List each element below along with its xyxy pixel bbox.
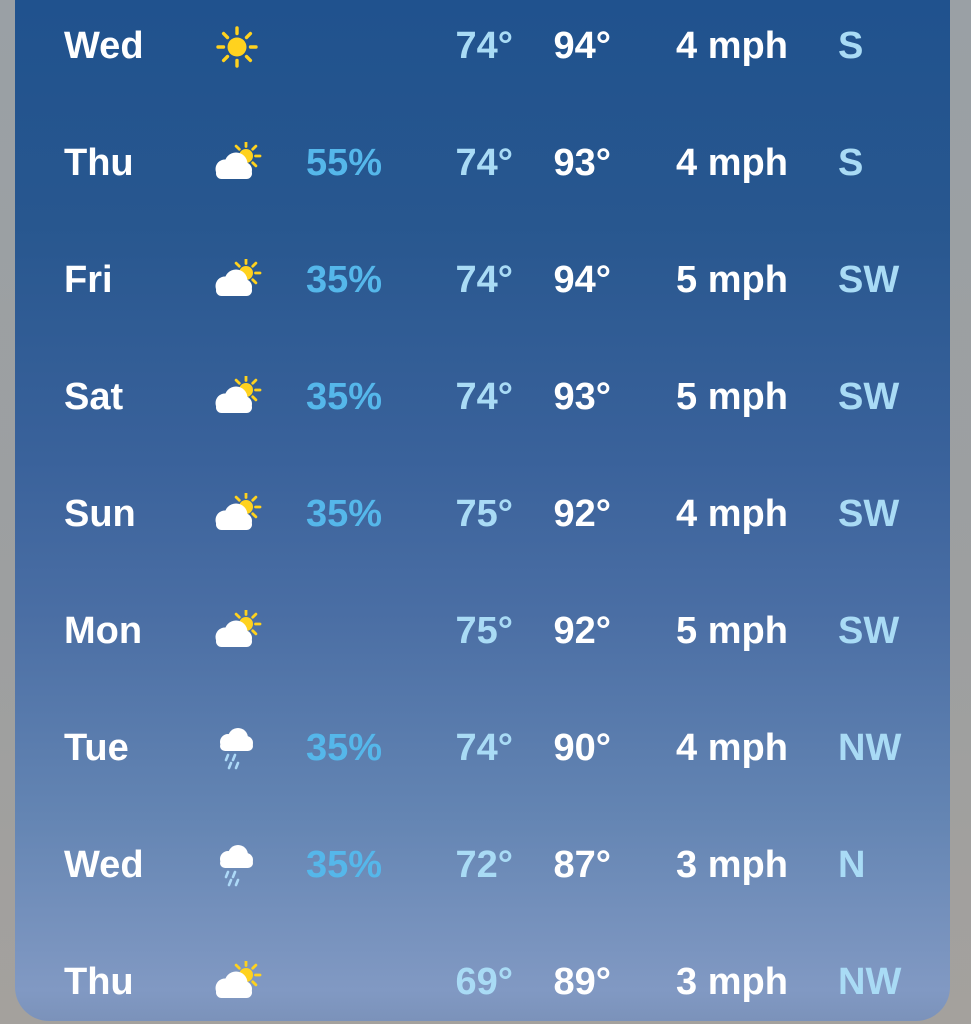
low-temp: 74° <box>455 727 513 769</box>
day-label: Sun <box>64 493 136 535</box>
day-label: Fri <box>64 259 113 301</box>
high-temp: 90° <box>553 727 611 769</box>
cloud-sun-icon <box>209 256 265 306</box>
day-label: Sat <box>64 376 124 418</box>
low-temp: 72° <box>455 844 513 886</box>
high-temp: 93° <box>553 376 611 418</box>
wind-direction: NW <box>838 961 902 1003</box>
cloud-sun-icon <box>209 139 265 189</box>
wind-direction: NW <box>838 727 902 769</box>
condition-icon-cell <box>192 373 282 423</box>
low-temp: 74° <box>455 376 513 418</box>
cloud-sun-icon <box>209 958 265 1008</box>
condition-icon-cell <box>192 958 282 1008</box>
forecast-row[interactable]: Fri 35% 74° 94° 5 mph SW <box>15 222 950 339</box>
precip-chance: 35% <box>305 259 382 301</box>
precip-chance: 35% <box>305 727 382 769</box>
condition-icon-cell <box>192 256 282 306</box>
cloud-sun-icon <box>209 607 265 657</box>
day-label: Wed <box>64 25 144 67</box>
forecast-row[interactable]: Tue 35% 74° 90° 4 mph NW <box>15 690 950 807</box>
condition-icon-cell <box>192 139 282 189</box>
wind-speed: 5 mph <box>676 376 788 418</box>
wind-speed: 4 mph <box>676 142 788 184</box>
forecast-row[interactable]: Thu 55% 74° 93° 4 mph S <box>15 105 950 222</box>
condition-icon-cell <box>192 22 282 72</box>
forecast-row[interactable]: Sun 35% 75° 92° 4 mph SW <box>15 456 950 573</box>
forecast-row[interactable]: Mon 75° 92° 5 mph SW <box>15 573 950 690</box>
condition-icon-cell <box>192 490 282 540</box>
high-temp: 94° <box>553 259 611 301</box>
high-temp: 89° <box>553 961 611 1003</box>
forecast-table: Wed 74° 94° 4 mph S Thu 55% 74° 93° 4 mp… <box>15 0 950 1021</box>
wind-direction: SW <box>838 610 900 652</box>
precip-chance: 55% <box>305 142 382 184</box>
day-label: Tue <box>64 727 129 769</box>
cloud-sun-icon <box>209 373 265 423</box>
forecast-row[interactable]: Wed 74° 94° 4 mph S <box>15 0 950 105</box>
low-temp: 75° <box>455 493 513 535</box>
low-temp: 74° <box>455 259 513 301</box>
precip-chance: 35% <box>305 844 382 886</box>
high-temp: 92° <box>553 610 611 652</box>
forecast-row[interactable]: Sat 35% 74° 93° 5 mph SW <box>15 339 950 456</box>
high-temp: 92° <box>553 493 611 535</box>
wind-speed: 5 mph <box>676 259 788 301</box>
forecast-row[interactable]: Wed 35% 72° 87° 3 mph N <box>15 807 950 924</box>
wind-speed: 4 mph <box>676 25 788 67</box>
day-label: Wed <box>64 844 144 886</box>
high-temp: 94° <box>553 25 611 67</box>
wind-speed: 3 mph <box>676 961 788 1003</box>
wind-direction: N <box>838 844 866 886</box>
sun-icon <box>209 22 265 72</box>
day-label: Thu <box>64 961 134 1003</box>
day-label: Thu <box>64 142 134 184</box>
condition-icon-cell <box>192 724 282 774</box>
forecast-row[interactable]: Thu 69° 89° 3 mph NW <box>15 924 950 1021</box>
low-temp: 74° <box>455 25 513 67</box>
high-temp: 93° <box>553 142 611 184</box>
cloud-rain-icon <box>209 724 265 774</box>
day-label: Mon <box>64 610 143 652</box>
wind-direction: SW <box>838 493 900 535</box>
forecast-card: Wed 74° 94° 4 mph S Thu 55% 74° 93° 4 mp… <box>15 0 950 1021</box>
precip-chance: 35% <box>305 493 382 535</box>
low-temp: 69° <box>455 961 513 1003</box>
precip-chance: 35% <box>305 376 382 418</box>
wind-direction: S <box>838 25 864 67</box>
condition-icon-cell <box>192 841 282 891</box>
condition-icon-cell <box>192 607 282 657</box>
low-temp: 75° <box>455 610 513 652</box>
low-temp: 74° <box>455 142 513 184</box>
wind-speed: 4 mph <box>676 493 788 535</box>
wind-direction: SW <box>838 259 900 301</box>
wind-speed: 5 mph <box>676 610 788 652</box>
high-temp: 87° <box>553 844 611 886</box>
wind-direction: S <box>838 142 864 184</box>
cloud-sun-icon <box>209 490 265 540</box>
wind-speed: 4 mph <box>676 727 788 769</box>
wind-direction: SW <box>838 376 900 418</box>
wind-speed: 3 mph <box>676 844 788 886</box>
cloud-rain-icon <box>209 841 265 891</box>
